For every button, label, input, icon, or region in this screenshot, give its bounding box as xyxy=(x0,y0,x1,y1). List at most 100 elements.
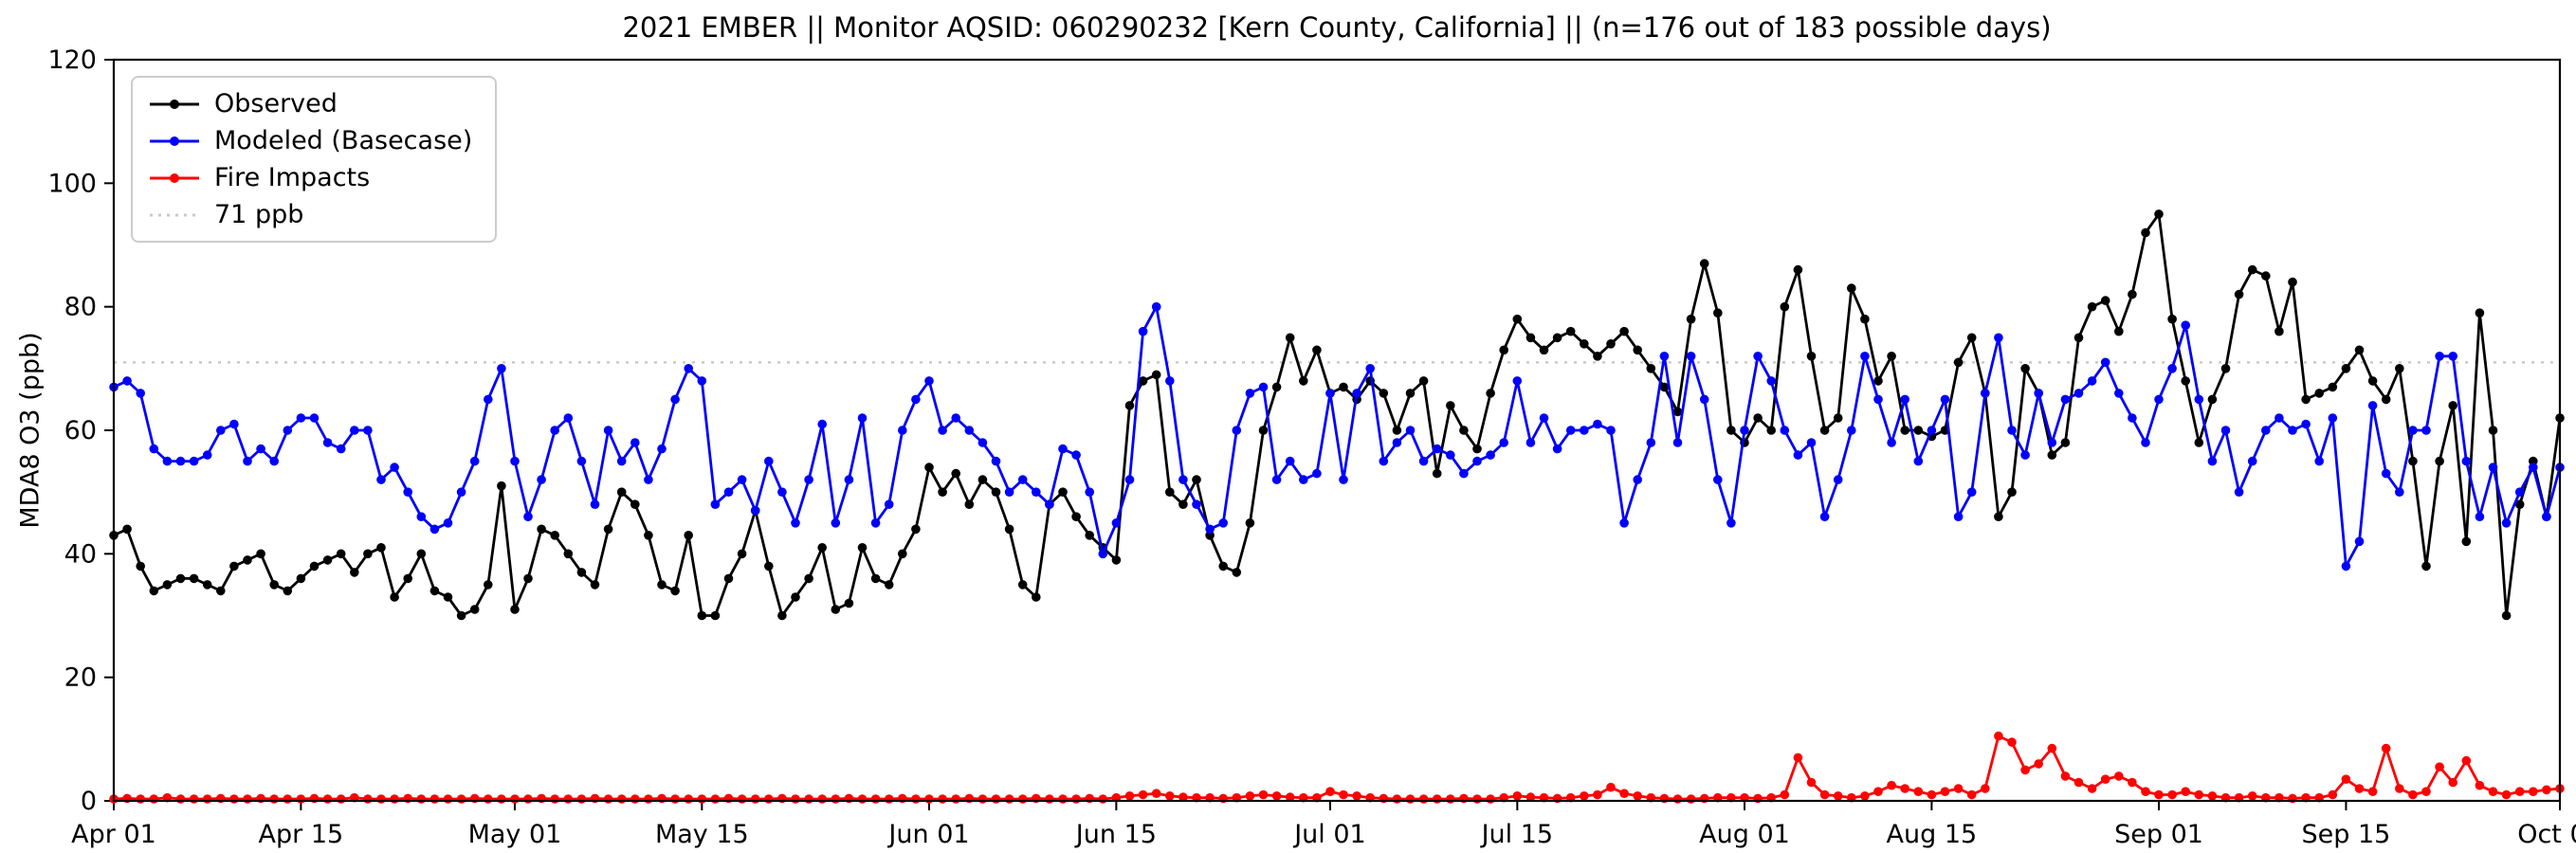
series-fire-marker xyxy=(376,794,386,804)
series-modeled-marker xyxy=(938,426,947,435)
series-fire-marker xyxy=(2247,791,2257,801)
legend-swatch-fire-icon xyxy=(150,172,199,183)
series-modeled-marker xyxy=(1726,518,1736,528)
series-modeled-marker xyxy=(1032,487,1041,497)
series-fire-marker xyxy=(2461,755,2472,766)
series-observed-marker xyxy=(322,555,333,565)
series-observed-marker xyxy=(791,592,800,602)
series-observed-marker xyxy=(376,543,386,553)
series-observed-marker xyxy=(737,549,747,559)
series-fire-marker xyxy=(456,794,466,804)
x-tick-label: Apr 15 xyxy=(259,820,344,849)
series-observed-marker xyxy=(390,592,399,602)
series-fire-marker xyxy=(1285,792,1295,802)
series-modeled-marker xyxy=(1847,426,1856,435)
series-modeled-marker xyxy=(1900,394,1909,405)
series-observed-marker xyxy=(2128,289,2137,299)
series-modeled-marker xyxy=(484,394,493,405)
series-modeled-marker xyxy=(1740,426,1749,435)
series-observed-marker xyxy=(1486,389,1495,398)
series-fire-marker xyxy=(2007,737,2017,747)
series-modeled-marker xyxy=(1699,394,1709,405)
series-fire-marker xyxy=(390,794,399,804)
series-observed-marker xyxy=(2100,296,2110,305)
series-modeled-marker xyxy=(1365,364,1375,373)
series-observed-marker xyxy=(2047,450,2057,460)
series-observed-marker xyxy=(1766,426,1776,435)
series-modeled-marker xyxy=(563,413,574,423)
x-tick-label: May 01 xyxy=(468,820,562,849)
series-fire-marker xyxy=(1151,789,1161,798)
series-observed-marker xyxy=(1165,487,1175,497)
series-modeled-marker xyxy=(1552,444,1562,454)
series-fire-marker xyxy=(2435,762,2444,771)
series-fire-marker xyxy=(322,794,333,804)
series-modeled-marker xyxy=(216,426,226,435)
series-observed-marker xyxy=(1124,401,1135,410)
series-fire-marker xyxy=(1686,794,1696,804)
series-fire-marker xyxy=(2194,789,2204,800)
series-fire-marker xyxy=(2501,789,2512,800)
series-observed-marker xyxy=(2141,227,2150,238)
series-modeled-marker xyxy=(964,426,975,435)
series-observed-marker xyxy=(243,555,252,565)
series-observed-marker xyxy=(175,573,186,584)
series-fire-marker xyxy=(2207,791,2218,801)
series-observed-marker xyxy=(550,531,559,540)
series-observed-marker xyxy=(456,610,466,621)
series-modeled-marker xyxy=(1819,512,1830,521)
series-modeled-marker xyxy=(2542,512,2551,521)
series-observed-marker xyxy=(563,549,574,559)
series-modeled-marker xyxy=(1379,456,1389,466)
series-observed-marker xyxy=(202,580,212,590)
series-observed-marker xyxy=(443,592,453,602)
series-modeled-marker xyxy=(898,426,907,435)
series-fire-marker xyxy=(283,794,293,804)
series-fire-marker xyxy=(750,794,760,804)
series-modeled-marker xyxy=(2114,389,2124,398)
series-modeled-marker xyxy=(1966,487,1977,497)
series-fire-marker xyxy=(269,794,280,804)
series-observed-marker xyxy=(2194,438,2204,447)
series-observed-marker xyxy=(1472,444,1482,454)
series-observed-marker xyxy=(229,561,239,572)
series-modeled-marker xyxy=(122,376,132,386)
series-fire-marker xyxy=(938,794,947,804)
series-observed-marker xyxy=(216,586,226,596)
series-fire-marker xyxy=(2087,784,2097,793)
series-modeled-marker xyxy=(1766,376,1776,386)
series-observed-marker xyxy=(469,605,480,614)
series-modeled-marker xyxy=(1793,450,1803,460)
series-modeled-marker xyxy=(2408,426,2418,435)
series-observed-marker xyxy=(777,610,787,621)
series-modeled-marker xyxy=(376,475,386,484)
series-observed-marker xyxy=(1192,475,1201,484)
series-observed-marker xyxy=(616,487,627,497)
series-fire-marker xyxy=(1512,791,1523,801)
series-observed-marker xyxy=(857,543,868,553)
series-modeled-marker xyxy=(202,450,212,460)
series-modeled-marker xyxy=(1927,426,1937,435)
series-fire-marker xyxy=(924,794,934,804)
x-tick-label: Aug 15 xyxy=(1887,820,1978,849)
series-observed-marker xyxy=(2114,326,2124,336)
series-fire-marker xyxy=(1619,789,1629,798)
series-observed-marker xyxy=(1686,314,1696,324)
legend-swatch-modeled-icon xyxy=(150,136,199,146)
series-modeled-marker xyxy=(1165,376,1175,386)
series-fire-marker xyxy=(523,794,533,804)
series-modeled-marker xyxy=(1753,352,1763,361)
series-modeled-marker xyxy=(2514,487,2525,497)
series-fire-marker xyxy=(243,794,252,804)
series-observed-marker xyxy=(1432,468,1442,479)
series-fire-marker xyxy=(1633,791,1642,801)
series-modeled-marker xyxy=(2448,352,2457,361)
x-axis: Apr 01 Apr 15 May 01 May 15 Jun 01 Jun 15 Jul … xyxy=(71,801,2576,849)
series-observed-marker xyxy=(1245,518,1255,528)
series-modeled-marker xyxy=(2020,450,2030,460)
series-modeled-marker xyxy=(322,438,333,447)
series-observed xyxy=(109,209,2565,621)
series-observed-marker xyxy=(1994,512,2003,521)
series-fire-marker xyxy=(2341,774,2351,784)
series-observed-marker xyxy=(1017,580,1028,590)
